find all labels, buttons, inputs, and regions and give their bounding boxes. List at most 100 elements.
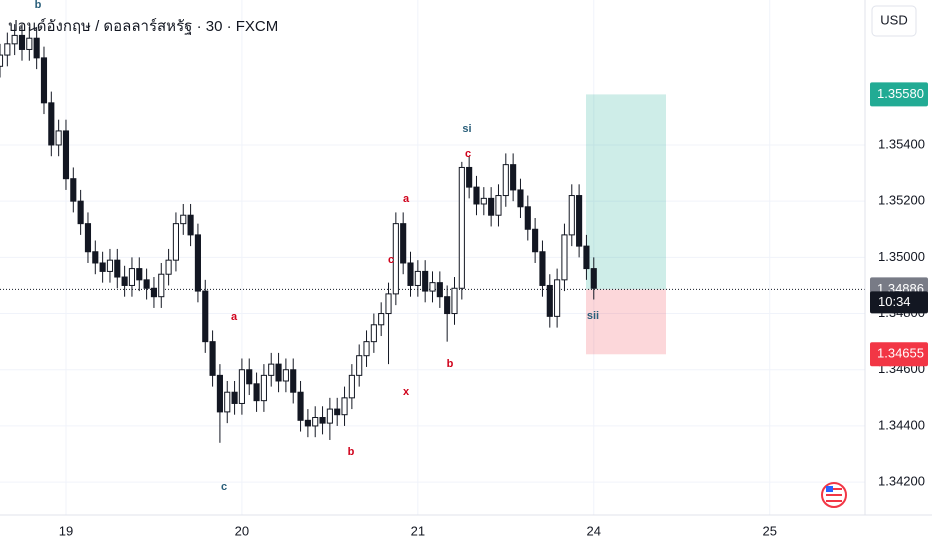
x-tick-label: 21 [411,523,425,538]
candle-body [568,195,575,236]
candle-body [194,234,201,292]
candle-body [444,296,451,315]
wave-label: si [462,123,471,135]
candle-body [532,228,539,253]
candle-body [143,279,150,289]
candle-body [246,369,253,385]
candle-body [172,223,179,261]
x-tick-label: 25 [762,523,776,538]
candle-body [114,259,121,278]
flag-canton [826,486,833,492]
y-tick-label: 1.34400 [878,417,925,432]
candle-body [407,262,414,286]
candle-body [70,178,77,202]
x-tick-label: 19 [59,523,73,538]
flag-icon[interactable] [821,482,847,508]
candle-body [466,166,473,188]
candle-body [224,391,231,413]
candle-body [524,206,531,230]
candle-body [502,164,509,197]
wave-label: c [221,481,227,493]
candle-body [495,195,502,216]
candle-body [319,417,326,424]
candle-body [4,43,11,56]
candle-body [275,363,282,382]
countdown-tag [870,291,928,314]
candle-body [209,341,216,376]
candle-body [488,197,495,216]
candle-body [422,270,429,292]
wave-label: x [403,386,410,398]
wave-label: c [465,148,471,160]
candle-body [150,287,158,298]
candle-body [473,186,480,205]
candle-body [136,268,143,281]
x-tick-label: 20 [235,523,249,538]
candle-body [26,37,33,50]
currency-button[interactable] [871,5,917,37]
candle-body [326,408,333,424]
candle-body [40,57,48,104]
y-tick-label: 1.34200 [878,474,925,489]
candle-body [517,189,524,208]
candle-body [341,397,348,416]
candle-body [400,223,407,264]
candle-body [356,355,363,376]
candle-body [165,259,172,275]
flag-stripe [826,494,842,496]
candle-body [260,374,267,402]
candle-body [480,197,487,205]
candle-body [546,284,553,317]
y-tick-label: 1.35200 [878,193,925,208]
price-tag [870,82,928,107]
candle-body [11,34,18,45]
candle-body [414,270,421,286]
candle-body [282,369,289,382]
candle-body [297,391,304,421]
candle-body [436,282,443,298]
candle-body [451,287,458,315]
candle-body [429,282,436,292]
candle-body [583,245,590,270]
wave-label: a [403,193,410,205]
candle-body [84,223,92,253]
flag-stripe [826,488,842,490]
candle-body [48,102,55,146]
countdown-label: 10:34 [878,294,911,309]
candle-body [216,374,223,413]
candles [0,24,597,443]
y-tick-label: 1.35400 [878,136,925,151]
flag-stripe [826,500,842,502]
candle-body [268,363,275,376]
candle-body [590,268,597,289]
wave-label: b [348,446,355,458]
candle-body [561,234,568,281]
candle-body [576,195,583,247]
wave-label: sii [587,310,599,322]
price-tag-label: 1.34655 [877,346,924,361]
candle-body [378,313,385,326]
candle-body [392,223,399,295]
candle-body [370,324,377,343]
candle-body [121,276,128,286]
candle-body [334,408,341,416]
x-tick-label: 24 [587,523,601,538]
candle-body [106,259,114,272]
candle-body [77,200,84,225]
chart-title: ปอนด์อังกฤษ / ดอลลาร์สหรัฐ · 30 · FXCM [8,18,278,35]
candle-body [33,37,40,59]
candle-body [128,268,136,286]
candle-body [539,251,546,286]
candle-body [92,251,99,264]
candle-body [180,214,187,225]
wave-label: b [447,358,454,370]
price-tag [870,342,928,367]
wave-label: a [231,311,238,323]
candle-body [187,214,194,236]
candle-body [62,130,70,180]
wave-label: b [35,0,42,11]
currency-label[interactable]: USD [880,12,907,27]
